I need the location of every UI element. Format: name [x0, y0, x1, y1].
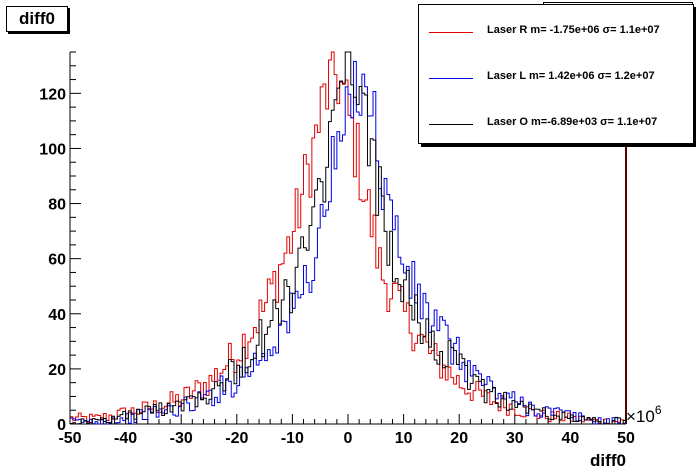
y-tick-label: 120: [39, 86, 66, 103]
legend-label-laser-o: Laser O m=-6.89e+03 σ= 1.1e+07: [487, 116, 658, 128]
series-layer: [69, 51, 626, 425]
x-tick-label: 50: [617, 430, 635, 447]
histogram-title: diff0: [6, 6, 68, 32]
x-tick-label: 40: [562, 430, 580, 447]
legend-label-laser-r: Laser R m= -1.75e+06 σ= 1.1e+07: [487, 24, 660, 36]
legend-label-laser-l: Laser L m= 1.42e+06 σ= 1.2e+07: [487, 70, 655, 82]
x-tick-label: -50: [58, 430, 81, 447]
x-tick-label: -40: [114, 430, 137, 447]
legend-item-laser-l: Laser L m= 1.42e+06 σ= 1.2e+07: [419, 69, 693, 89]
y-tick-label: 100: [39, 141, 66, 158]
x-axis-multiplier-base: ×10: [626, 407, 655, 426]
legend-box: Laser R m= -1.75e+06 σ= 1.1e+07 Laser L …: [418, 4, 694, 144]
x-tick-label: 20: [450, 430, 468, 447]
x-tick-label: -20: [225, 430, 248, 447]
legend-swatch-laser-o: [429, 124, 473, 125]
legend-swatch-laser-r: [429, 32, 473, 33]
x-tick-label: -10: [281, 430, 304, 447]
y-tick-label: 80: [48, 197, 66, 214]
x-axis-multiplier-exp: 6: [655, 403, 662, 417]
x-tick-label: 0: [344, 430, 353, 447]
x-axis-label: diff0: [590, 451, 626, 470]
ticks-layer: -50 -40 -30 -20 -10 0 10 20 30 40 50 0 20 40 60 80 100 12…: [39, 51, 635, 447]
x-axis-multiplier: ×106: [626, 403, 662, 426]
legend-item-laser-r: Laser R m= -1.75e+06 σ= 1.1e+07: [419, 23, 693, 43]
x-tick-label: 30: [506, 430, 524, 447]
y-tick-label: 40: [48, 307, 66, 324]
y-tick-label: 60: [48, 252, 66, 269]
y-tick-label: 20: [48, 362, 66, 379]
x-tick-label: 10: [395, 430, 413, 447]
y-tick-label: 0: [57, 417, 66, 434]
series-laser-o: [69, 51, 626, 425]
x-tick-label: -30: [170, 430, 193, 447]
legend-item-laser-o: Laser O m=-6.89e+03 σ= 1.1e+07: [419, 115, 693, 135]
legend-swatch-laser-l: [429, 78, 473, 79]
